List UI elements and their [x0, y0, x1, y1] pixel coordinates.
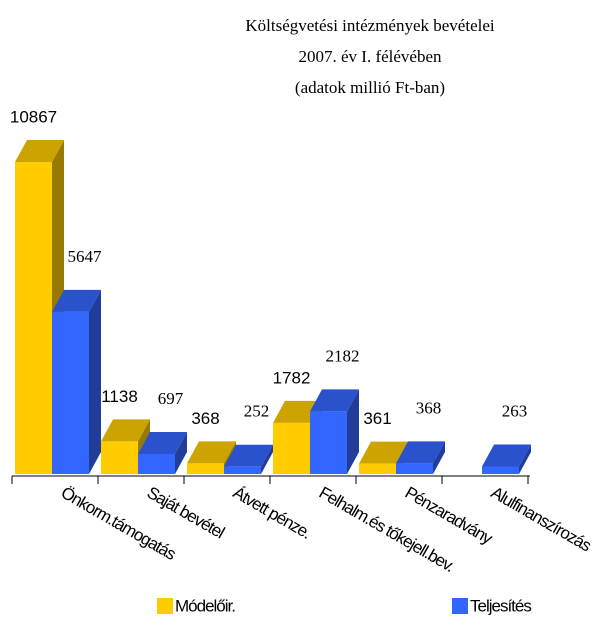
bar-face — [433, 441, 445, 474]
chart-title: Költségvetési intézmények bevételei — [245, 16, 495, 35]
bar-face — [15, 140, 64, 162]
value-label: 5647 — [68, 247, 103, 266]
value-label: 361 — [363, 409, 391, 428]
bar-face — [519, 444, 531, 474]
bar-face — [482, 444, 531, 467]
value-label: 368 — [416, 398, 442, 417]
bar-face — [224, 466, 261, 474]
value-label: 368 — [191, 409, 219, 428]
legend-label: Módelőir. — [175, 596, 235, 615]
bar-face — [101, 419, 150, 442]
bar-face — [482, 466, 519, 474]
value-label: 1138 — [101, 387, 138, 406]
bar-face — [89, 289, 101, 474]
bar-face — [359, 463, 396, 474]
value-label: 2182 — [326, 346, 360, 365]
bar — [310, 389, 359, 474]
bar-face — [175, 431, 187, 474]
bar-face — [310, 411, 347, 474]
bar-face — [359, 441, 408, 464]
chart-title: (adatok millió Ft-ban) — [295, 78, 445, 97]
bar-face — [15, 162, 52, 474]
bar-face — [138, 453, 175, 474]
chart-title: 2007. év I. félévében — [298, 47, 442, 66]
value-label: 697 — [158, 389, 184, 408]
bar — [101, 419, 150, 474]
x-tick-label: Alulfinanszírozás — [488, 483, 594, 555]
bar — [396, 441, 445, 474]
bar — [224, 444, 273, 474]
bar-face — [138, 431, 187, 454]
legend-label: Teljesítés — [470, 596, 531, 615]
bar-face — [224, 444, 273, 467]
legend-swatch — [452, 598, 468, 614]
bar-face — [273, 422, 310, 474]
legend-swatch — [157, 598, 173, 614]
x-tick-label: Átvett pénze. — [230, 483, 314, 543]
value-label: 1782 — [273, 368, 311, 387]
bar-face — [52, 289, 101, 312]
value-label: 10867 — [10, 107, 57, 126]
bar-face — [261, 444, 273, 474]
bar — [52, 289, 101, 474]
bar-face — [396, 463, 433, 474]
bar — [482, 444, 531, 474]
bar-face — [187, 441, 236, 464]
bar-face — [187, 463, 224, 474]
bar-face — [310, 389, 359, 412]
bar-face — [396, 441, 445, 464]
bar-face — [101, 441, 138, 474]
bar — [138, 431, 187, 474]
value-label: 252 — [244, 402, 270, 421]
bar-face — [52, 311, 89, 474]
bar-face — [273, 400, 322, 423]
bar-face — [347, 389, 359, 474]
value-label: 263 — [502, 401, 528, 420]
